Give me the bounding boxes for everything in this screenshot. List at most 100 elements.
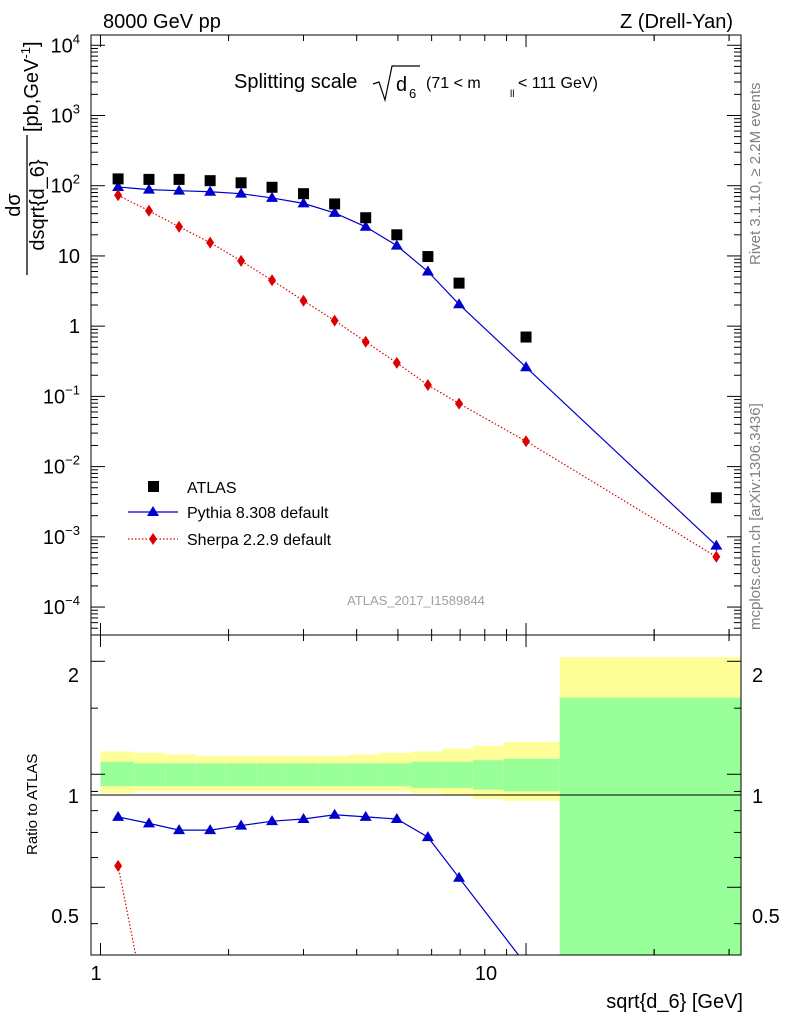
pythia-point-5	[266, 191, 279, 202]
pythia-point-8	[359, 220, 372, 231]
ratio-pythia-point-9	[390, 813, 403, 824]
pythia-point-2	[173, 184, 186, 195]
ratio-band-inner-5	[256, 763, 288, 787]
ratio-uncertainty-bands	[100, 657, 741, 955]
ratio-tick-label-1-right: 1	[752, 786, 763, 808]
y-label-numerator: dσ	[3, 193, 25, 217]
atlas-point-12	[520, 331, 532, 343]
sqrt-sign	[372, 65, 420, 103]
ratio-band-inner-2	[165, 763, 196, 787]
ratio-tick-label-2: 2	[68, 665, 79, 687]
ratio-sherpa-point-0	[114, 859, 123, 872]
pythia-point-6	[297, 197, 310, 208]
ratio-panel-frame	[90, 634, 742, 956]
y-tick-label-4: 1	[69, 316, 80, 338]
title-sqrt-sub: 6	[409, 86, 416, 101]
atlas-point-11	[453, 277, 465, 289]
legend-label-atlas: ATLAS	[187, 480, 237, 497]
legend-marker-atlas	[148, 481, 159, 492]
x-axis-label: sqrt{d_6} [GeV]	[606, 991, 743, 1013]
pythia-point-7	[328, 206, 341, 217]
atlas-point-3	[204, 175, 216, 187]
ratio-pythia-point-10	[421, 831, 434, 842]
ratio-tick-label-2-right: 2	[752, 665, 763, 687]
legend-entry-pythia: Pythia 8.308 default	[128, 505, 329, 522]
ratio-pythia-point-0	[112, 810, 125, 821]
x-tick-label-10: 10	[475, 963, 497, 985]
y-tick-label-5: 10−1	[43, 382, 80, 408]
ratio-series	[112, 808, 519, 955]
ratio-y-tick-labels: 0.5 1 2 0.5 1 2	[51, 665, 780, 928]
sherpa-point-12	[522, 435, 531, 448]
ratio-pythia-point-4	[235, 819, 248, 830]
ratio-band-inner-3	[195, 763, 226, 787]
ratio-band-inner-12	[472, 760, 504, 790]
sherpa-point-11	[455, 397, 464, 410]
y-label-unit: [pb,GeV-1]	[18, 41, 43, 132]
pythia-point-13	[710, 539, 723, 550]
sherpa-point-3	[206, 236, 215, 249]
header-right: Z (Drell-Yan)	[620, 11, 733, 33]
legend-marker-pythia	[147, 506, 159, 516]
ratio-tick-label-0.5-right: 0.5	[752, 906, 780, 928]
sherpa-point-13	[712, 550, 721, 563]
ratio-pythia-line	[117, 814, 519, 955]
legend-marker-sherpa	[149, 533, 157, 545]
header-left: 8000 GeV pp	[103, 11, 221, 33]
sherpa-point-4	[237, 254, 246, 267]
axis-ticks	[91, 35, 741, 955]
y-tick-label-0: 104	[51, 31, 80, 57]
legend-label-pythia: Pythia 8.308 default	[187, 505, 329, 522]
atlas-point-1	[143, 173, 155, 185]
pythia-point-9	[390, 239, 403, 250]
legend: ATLAS Pythia 8.308 default Sherpa 2.2.9 …	[128, 480, 332, 549]
sherpa-point-2	[175, 220, 184, 233]
sherpa-point-5	[268, 274, 277, 287]
pythia-point-4	[235, 187, 248, 198]
atlas-point-2	[173, 173, 185, 185]
ratio-pythia-point-6	[297, 813, 310, 824]
side-label-rivet: Rivet 3.1.10, ≥ 2.2M events	[747, 83, 764, 266]
legend-label-sherpa: Sherpa 2.2.9 default	[187, 532, 332, 549]
atlas-point-10	[422, 251, 434, 263]
ratio-band-inner-9	[380, 763, 412, 787]
ratio-band-inner-11	[442, 761, 473, 788]
title-cut-post: < 111 GeV)	[518, 75, 598, 92]
y-tick-label-7: 10−3	[43, 523, 80, 549]
pythia-point-1	[142, 183, 155, 194]
ratio-pythia-point-11	[453, 871, 466, 882]
ratio-band-inner-6	[287, 763, 319, 787]
ratio-band-inner-13	[503, 758, 560, 792]
ratio-tick-label-0.5: 0.5	[51, 906, 79, 928]
pythia-point-10	[421, 265, 434, 276]
analysis-watermark: ATLAS_2017_I1589844	[347, 593, 485, 608]
pythia-point-3	[204, 185, 217, 196]
title-cut-sub: ll	[510, 89, 514, 100]
sherpa-point-6	[299, 294, 308, 307]
title-cut-pre: (71 < m	[426, 75, 481, 92]
ratio-pythia-point-5	[266, 815, 279, 826]
sherpa-point-1	[144, 204, 153, 217]
y-tick-label-1: 103	[51, 101, 80, 127]
ratio-band-inner-4	[225, 763, 257, 787]
atlas-point-6	[298, 188, 310, 200]
sherpa-line	[117, 194, 717, 558]
x-tick-label-1: 1	[90, 963, 101, 985]
y-label-denominator: dsqrt{d_6}	[27, 159, 49, 251]
sherpa-point-8	[361, 335, 370, 348]
pythia-point-0	[112, 180, 125, 191]
sherpa-point-10	[423, 379, 432, 392]
atlas-point-8	[360, 212, 372, 224]
atlas-point-5	[266, 181, 278, 193]
y-tick-label-6: 10−2	[43, 453, 80, 479]
ratio-y-label: Ratio to ATLAS	[24, 754, 41, 855]
ratio-band-inner-10	[411, 761, 443, 788]
y-tick-label-8: 10−4	[43, 593, 80, 619]
ratio-pythia-point-1	[142, 817, 155, 828]
pythia-line	[118, 186, 717, 547]
pythia-point-11	[453, 298, 466, 309]
ratio-band-inner-0	[100, 761, 135, 787]
title-main: Splitting scale	[234, 71, 357, 93]
